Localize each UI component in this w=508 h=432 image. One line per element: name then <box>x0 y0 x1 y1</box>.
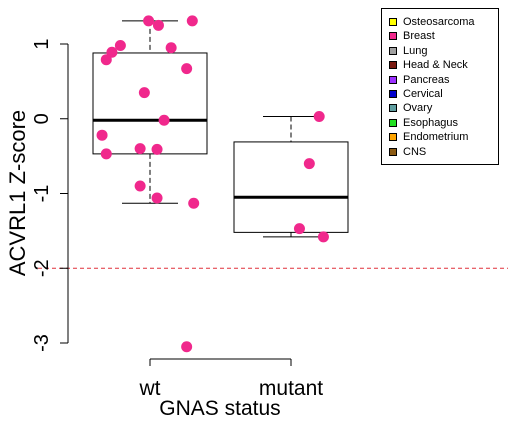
legend-swatch <box>389 147 397 156</box>
data-point-wt <box>100 148 112 160</box>
legend-label: CNS <box>403 145 427 158</box>
x-axis-label: GNAS status <box>159 397 280 420</box>
legend-item: Esophagus <box>389 116 458 130</box>
legend-item: Cervical <box>389 87 443 101</box>
legend-swatch <box>389 32 397 41</box>
data-point-mutant <box>293 223 305 235</box>
box-body <box>233 141 349 233</box>
data-point-wt <box>100 54 112 66</box>
legend-item: CNS <box>389 145 426 159</box>
data-points <box>96 15 329 353</box>
y-tick-label: -1 <box>31 185 53 203</box>
data-point-wt <box>114 39 126 51</box>
legend-item: Osteosarcoma <box>389 15 475 29</box>
axes: -3 -2 -1 0 1 wt mutant <box>31 38 323 400</box>
legend-label: Cervical <box>403 88 443 100</box>
legend: Osteosarcoma Breast Lung Head & Neck Pancrea… <box>381 8 499 165</box>
box-mutant <box>233 116 349 238</box>
legend-swatch <box>389 61 397 70</box>
legend-swatch <box>389 18 397 26</box>
legend-label: Ovary <box>403 102 433 115</box>
data-point-wt <box>138 87 150 99</box>
legend-label: Endometrium <box>403 131 469 144</box>
y-tick-label: -2 <box>31 259 53 277</box>
data-point-wt <box>143 15 155 27</box>
legend-swatch <box>389 118 397 127</box>
legend-item: Ovary <box>389 101 432 115</box>
data-point-mutant <box>313 111 325 123</box>
legend-swatch <box>389 133 397 142</box>
x-tick-label: mutant <box>259 377 323 400</box>
data-point-mutant <box>303 158 315 170</box>
y-tick-label: -3 <box>31 334 53 352</box>
legend-label: Esophagus <box>403 116 459 129</box>
legend-swatch <box>389 104 397 113</box>
data-point-wt <box>181 341 193 353</box>
legend-label: Lung <box>403 44 428 57</box>
legend-swatch <box>389 75 397 84</box>
data-point-wt <box>96 129 108 141</box>
data-point-wt <box>158 114 170 126</box>
legend-swatch <box>389 46 397 55</box>
data-point-wt <box>165 42 177 54</box>
data-point-wt <box>151 192 163 204</box>
data-point-wt <box>181 63 193 75</box>
legend-swatch <box>389 90 397 98</box>
data-point-wt <box>134 180 146 192</box>
legend-item: Head & Neck <box>389 58 468 72</box>
x-tick-label: wt <box>139 377 161 400</box>
data-point-wt <box>152 19 164 31</box>
legend-label: Head & Neck <box>403 59 468 72</box>
y-tick-label: 1 <box>31 38 53 49</box>
legend-item: Endometrium <box>389 130 468 144</box>
box-body <box>92 52 208 155</box>
y-axis-label: ACVRL1 Z-score <box>5 110 30 276</box>
box-wt <box>92 20 208 204</box>
legend-item: Lung <box>389 44 427 58</box>
data-point-wt <box>151 143 163 155</box>
boxes <box>92 20 349 238</box>
data-point-wt <box>188 197 200 209</box>
data-point-wt <box>186 15 198 27</box>
data-point-wt <box>106 46 118 58</box>
legend-item: Breast <box>389 29 435 43</box>
legend-label: Pancreas <box>403 73 450 86</box>
data-point-mutant <box>317 231 329 243</box>
data-point-wt <box>134 143 146 155</box>
y-tick-label: 0 <box>31 113 53 124</box>
legend-label: Breast <box>403 30 435 43</box>
legend-label: Osteosarcoma <box>403 16 475 28</box>
legend-item: Pancreas <box>389 73 449 87</box>
